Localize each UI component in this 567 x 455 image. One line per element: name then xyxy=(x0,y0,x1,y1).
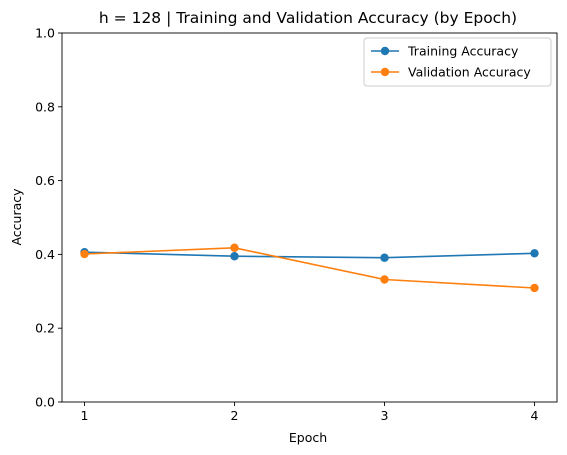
series-line-1 xyxy=(84,246,535,289)
y-tick-label-1: 0.2 xyxy=(35,321,55,336)
legend-entry-1: Validation Accuracy xyxy=(408,65,531,80)
x-axis-label: Epoch xyxy=(289,430,327,445)
y-tick-label-2: 0.4 xyxy=(35,247,55,262)
y-tick-label-3: 0.6 xyxy=(35,173,55,188)
legend-marker-1 xyxy=(380,67,390,77)
data-point-1-3 xyxy=(530,283,539,293)
x-tick-label-2: 3 xyxy=(381,408,389,423)
x-tick-label-3: 4 xyxy=(531,408,539,423)
data-point-1-1 xyxy=(230,243,239,252)
data-point-0-3 xyxy=(530,249,539,258)
data-point-1-2 xyxy=(380,275,389,284)
data-point-0-2 xyxy=(380,253,389,262)
legend-entry-0: Training Accuracy xyxy=(407,44,519,59)
legend-marker-0 xyxy=(380,46,390,56)
data-point-1-0 xyxy=(80,249,89,259)
legend-box xyxy=(363,37,552,87)
y-axis-label: Accuracy xyxy=(9,188,24,246)
x-tick-label-0: 1 xyxy=(81,408,89,423)
x-tick-label-1: 2 xyxy=(231,408,239,423)
y-tick-label-5: 1.0 xyxy=(35,26,55,41)
chart-title: h = 128 | Training and Validation Accura… xyxy=(99,9,517,27)
y-tick-label-4: 0.8 xyxy=(35,99,55,114)
data-point-0-1 xyxy=(230,252,239,261)
plot-area: 1 2 3 4 0.0 0.2 0.4 0.6 0.8 1.0 Training Accuracy V… xyxy=(35,26,558,423)
y-tick-label-0: 0.0 xyxy=(35,395,55,410)
axes-frame xyxy=(61,32,558,403)
series-line-0 xyxy=(84,251,535,259)
